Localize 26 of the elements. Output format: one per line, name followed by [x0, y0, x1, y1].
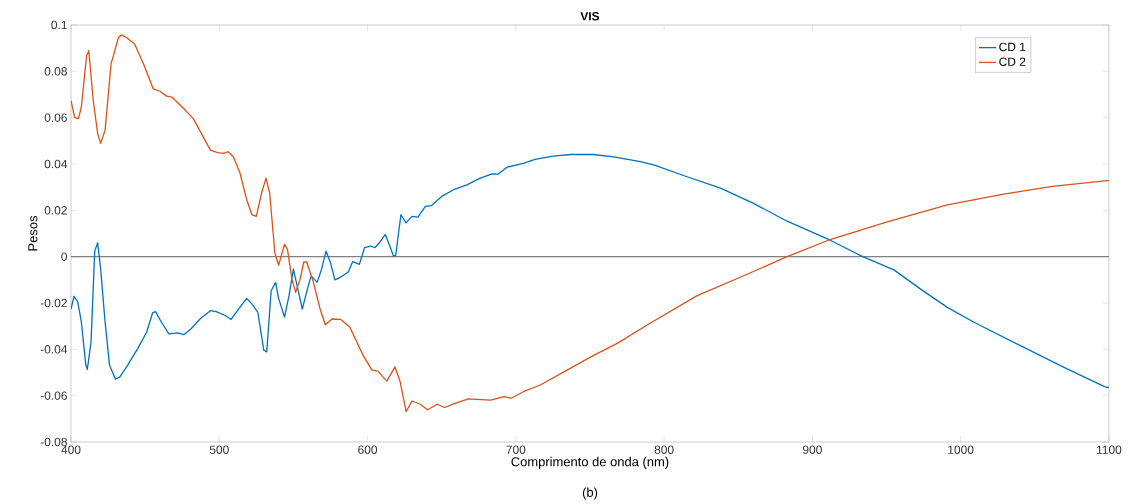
x-axis-title: Comprimento de onda (nm): [511, 456, 669, 469]
x-tick-label: 900: [802, 445, 822, 454]
y-tick-label: 0.02: [44, 206, 67, 215]
y-tick-label: 0.04: [44, 159, 68, 169]
text: (b): [582, 487, 598, 500]
y-tick-label: 0: [61, 252, 68, 261]
x-tick-label: 1000: [948, 445, 974, 454]
y-tick-label: 0.08: [44, 67, 67, 76]
y-tick-label: -0.02: [40, 298, 67, 308]
y-tick-label: 0.1: [51, 20, 67, 30]
y-tick-label: -0.06: [40, 391, 67, 400]
y-tick-label: 0.06: [44, 113, 67, 122]
x-tick-label: 700: [506, 445, 526, 454]
line-series: [71, 34, 1109, 413]
x-tick-label: 1100: [1096, 445, 1122, 454]
line-series: [71, 153, 1109, 389]
legend-label: CD 1: [999, 42, 1026, 52]
legend-label: CD 2: [999, 57, 1026, 66]
y-axis-title: Pesos: [28, 215, 38, 251]
chart-title: VIS: [580, 12, 600, 21]
x-tick-label: 600: [358, 445, 378, 454]
x-tick-label: 400: [61, 445, 81, 454]
y-tick-label: -0.04: [40, 345, 68, 354]
x-tick-label: 800: [654, 445, 674, 454]
y-tick-label: -0.08: [40, 437, 67, 447]
x-tick-label: 500: [209, 445, 229, 454]
